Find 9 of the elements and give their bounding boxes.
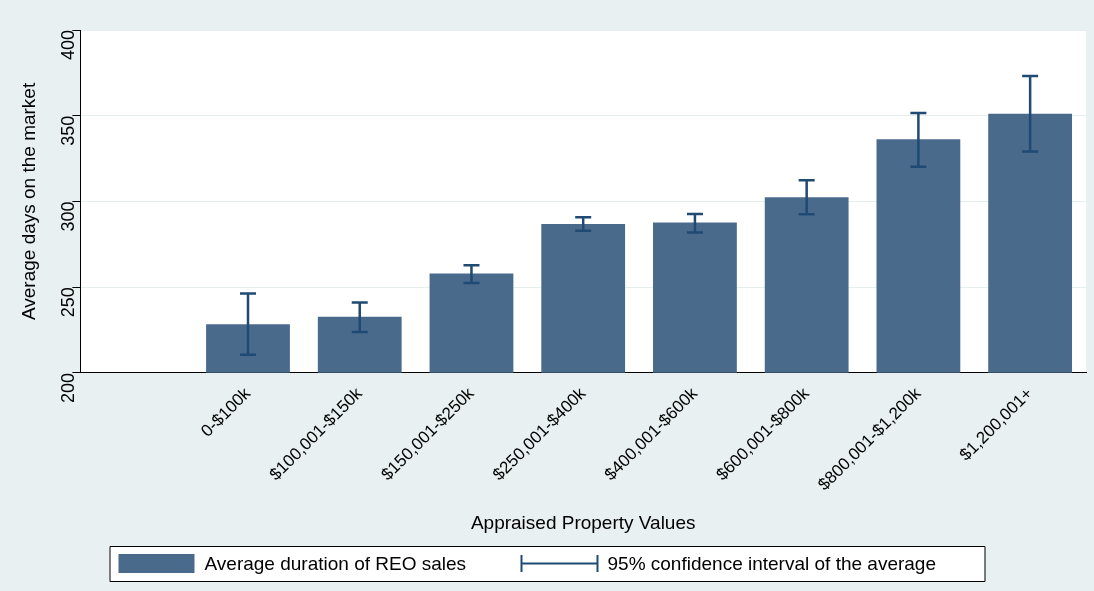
legend-label: Average duration of REO sales [204, 552, 467, 574]
y-tick-label: 200 [58, 372, 79, 403]
y-tick-label: 350 [58, 115, 79, 146]
x-axis-title: Appraised Property Values [470, 511, 696, 533]
y-tick-label: 300 [58, 201, 79, 232]
text: 95% confidence interval of the average [607, 552, 936, 574]
y-tick-label: 400 [58, 30, 79, 61]
y-tick-label: 250 [58, 287, 79, 318]
y-axis-title: Average days on the market [17, 82, 39, 321]
